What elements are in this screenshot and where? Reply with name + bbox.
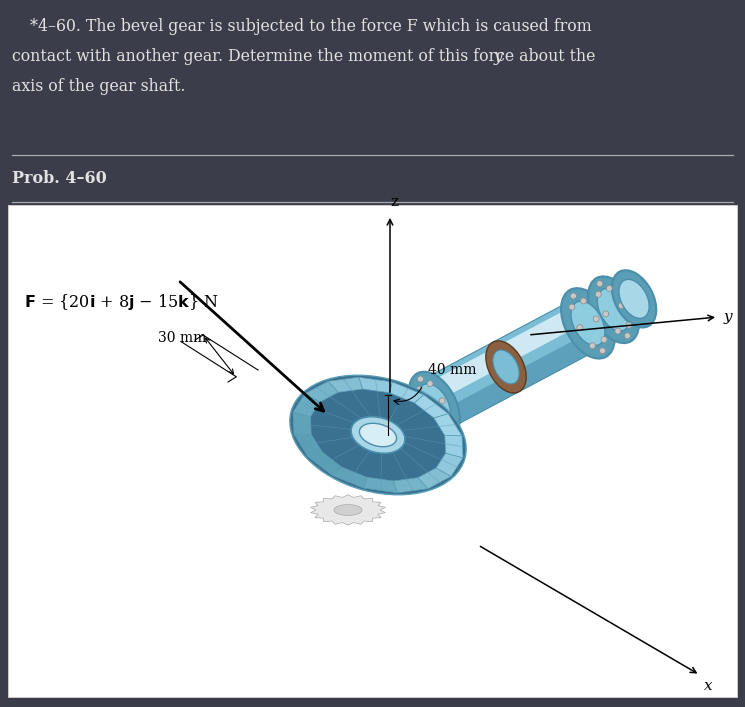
Ellipse shape xyxy=(486,341,526,393)
Ellipse shape xyxy=(402,397,431,433)
Polygon shape xyxy=(445,436,463,457)
Ellipse shape xyxy=(571,301,605,346)
Polygon shape xyxy=(418,468,451,489)
Ellipse shape xyxy=(334,505,362,515)
Bar xyxy=(8,205,737,697)
Circle shape xyxy=(593,316,599,322)
Circle shape xyxy=(569,304,575,310)
Text: axis of the gear shaft.: axis of the gear shaft. xyxy=(12,78,186,95)
Polygon shape xyxy=(308,452,342,475)
Circle shape xyxy=(626,322,632,328)
Polygon shape xyxy=(332,467,367,488)
Circle shape xyxy=(606,286,612,291)
Ellipse shape xyxy=(351,416,405,453)
Polygon shape xyxy=(393,478,428,493)
Text: y: y xyxy=(724,310,732,324)
Ellipse shape xyxy=(588,276,639,343)
Ellipse shape xyxy=(394,386,439,443)
Polygon shape xyxy=(365,274,647,460)
Ellipse shape xyxy=(619,279,649,318)
Circle shape xyxy=(589,343,595,349)
Polygon shape xyxy=(434,414,462,436)
Text: x: x xyxy=(704,679,713,693)
Circle shape xyxy=(416,387,422,392)
Text: *4–60. The bevel gear is subjected to the force F which is caused from: *4–60. The bevel gear is subjected to th… xyxy=(30,18,592,35)
Circle shape xyxy=(427,380,433,387)
Polygon shape xyxy=(367,279,633,433)
Ellipse shape xyxy=(409,372,460,438)
Polygon shape xyxy=(382,306,647,460)
Circle shape xyxy=(601,337,607,343)
Ellipse shape xyxy=(561,288,615,358)
Polygon shape xyxy=(414,395,448,418)
Circle shape xyxy=(615,328,621,334)
Circle shape xyxy=(618,303,624,308)
Polygon shape xyxy=(358,378,392,393)
Polygon shape xyxy=(305,381,338,402)
Circle shape xyxy=(447,418,453,423)
Text: $\mathbf{F}$ = {20$\mathbf{i}$ + 8$\mathbf{j}$ $-$ 15$\mathbf{k}$} N: $\mathbf{F}$ = {20$\mathbf{i}$ + 8$\math… xyxy=(24,292,219,312)
Text: y: y xyxy=(494,48,503,65)
Circle shape xyxy=(595,291,601,297)
Ellipse shape xyxy=(493,350,519,384)
Polygon shape xyxy=(390,382,424,403)
Circle shape xyxy=(439,398,446,404)
Ellipse shape xyxy=(597,288,630,331)
Circle shape xyxy=(417,376,423,382)
Polygon shape xyxy=(294,434,322,457)
Text: Prob. 4–60: Prob. 4–60 xyxy=(12,170,107,187)
Polygon shape xyxy=(328,378,363,392)
Ellipse shape xyxy=(612,270,656,327)
Circle shape xyxy=(580,298,586,304)
Circle shape xyxy=(423,407,430,412)
Ellipse shape xyxy=(290,375,466,495)
Text: z: z xyxy=(390,195,398,209)
Polygon shape xyxy=(364,477,397,493)
Ellipse shape xyxy=(359,423,396,447)
Polygon shape xyxy=(293,394,320,417)
Circle shape xyxy=(603,311,609,317)
Circle shape xyxy=(571,293,577,299)
Circle shape xyxy=(436,423,442,429)
Ellipse shape xyxy=(418,384,451,426)
Polygon shape xyxy=(293,412,311,434)
Polygon shape xyxy=(311,495,385,525)
Text: contact with another gear. Determine the moment of this force about the: contact with another gear. Determine the… xyxy=(12,48,600,65)
Polygon shape xyxy=(436,453,463,477)
Circle shape xyxy=(446,428,451,434)
Circle shape xyxy=(597,281,603,287)
Circle shape xyxy=(600,348,606,354)
Ellipse shape xyxy=(584,291,623,340)
Text: 40 mm: 40 mm xyxy=(428,363,477,377)
Text: 30 mm: 30 mm xyxy=(158,331,206,345)
Circle shape xyxy=(624,333,630,339)
Circle shape xyxy=(577,325,583,331)
